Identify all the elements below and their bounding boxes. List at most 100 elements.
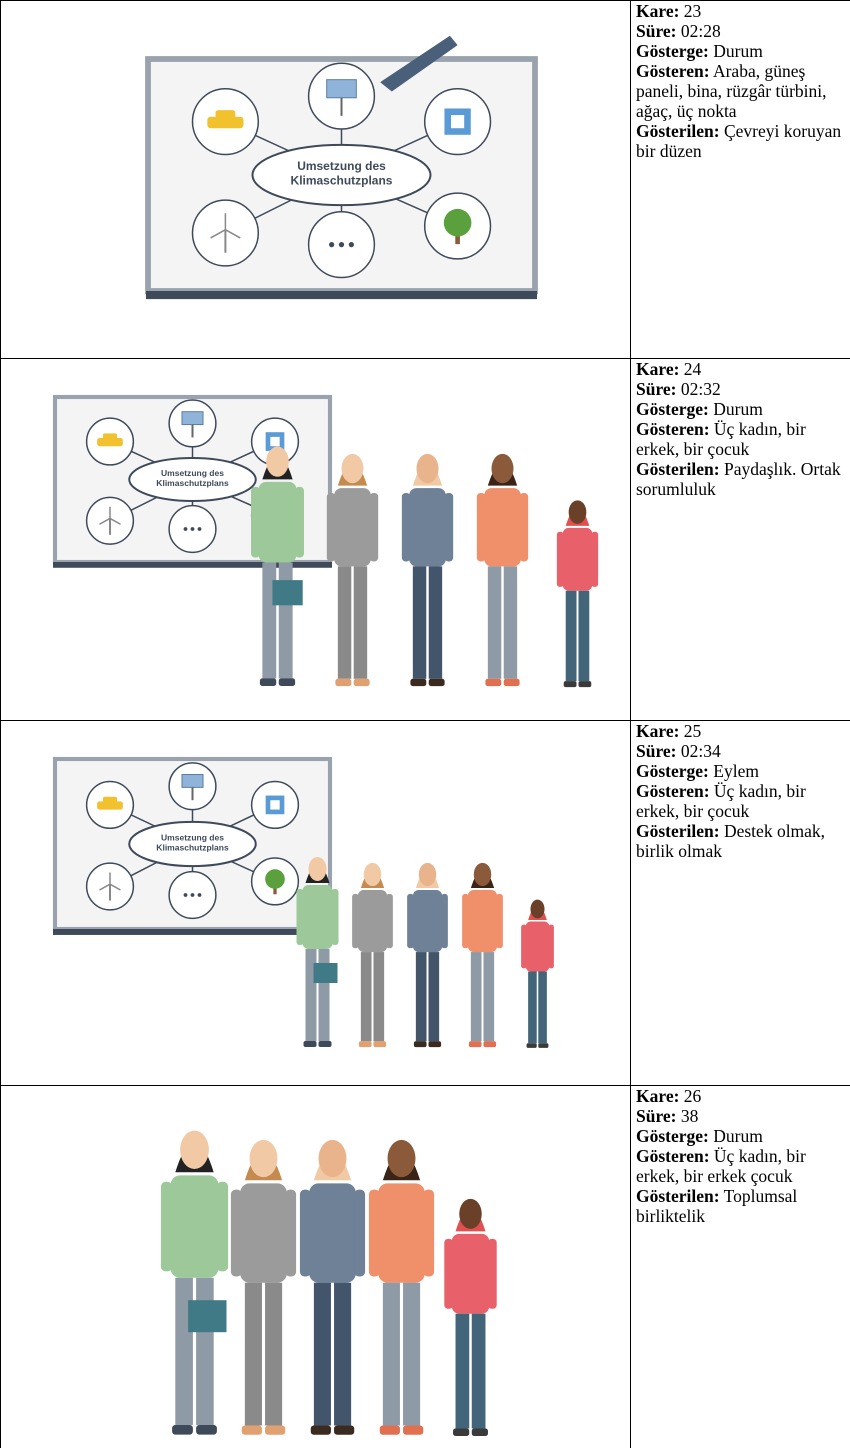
table-border [0, 0, 1, 1448]
field-label: Kare: [636, 359, 680, 379]
leg [318, 949, 330, 1041]
head [363, 862, 382, 887]
info-field: Gösterilen: Destek olmak, birlik olmak [636, 821, 848, 861]
shoe [503, 678, 520, 687]
info-field: Gösterge: Eylem [636, 761, 848, 781]
field-value: 26 [683, 1086, 702, 1106]
panel-icon [181, 411, 204, 426]
board-tray [53, 562, 332, 568]
board-label: Klimaschutzplans [291, 173, 393, 187]
field-value: 02:34 [680, 741, 721, 761]
leg [337, 566, 352, 679]
shoe [428, 1041, 442, 1048]
field-value: Üç kadın, bir erkek, bir çocuk [636, 419, 806, 459]
field-label: Gösteren: [636, 419, 710, 439]
field-label: Gösterilen: [636, 821, 720, 841]
leg [403, 1282, 421, 1426]
house-icon [451, 115, 465, 129]
arm [462, 893, 469, 949]
arm [444, 493, 454, 562]
arm [296, 889, 304, 945]
leg [503, 566, 518, 679]
table-row: Umsetzung des Klimaschutzplans Kare: 23 Sür… [0, 0, 850, 358]
briefcase [313, 963, 338, 983]
leg [244, 1282, 262, 1426]
shoe [410, 678, 427, 687]
arm [496, 893, 503, 949]
leg [175, 1277, 193, 1425]
field-value: Destek olmak, birlik olmak [636, 821, 826, 861]
arm [444, 1238, 454, 1309]
field-label: Gösteren: [636, 781, 710, 801]
center-ellipse [128, 457, 257, 502]
field-label: Gösterilen: [636, 121, 720, 141]
briefcase [272, 580, 303, 606]
leg [334, 1282, 352, 1426]
arm [369, 493, 379, 562]
info-field: Kare: 26 [636, 1086, 848, 1106]
column-divider [630, 0, 631, 1448]
center-ellipse [128, 820, 257, 868]
torso [525, 921, 550, 972]
leg [471, 1313, 486, 1429]
turbine-icon [99, 506, 121, 525]
tree-icon [265, 869, 285, 889]
torso [334, 488, 371, 567]
info-field: Kare: 23 [636, 1, 848, 21]
car-icon [102, 433, 118, 440]
leg [412, 566, 427, 679]
shoe [453, 1428, 470, 1437]
dot [190, 893, 195, 897]
dot [348, 241, 355, 248]
briefcase [188, 1300, 227, 1333]
shoe [428, 678, 445, 687]
frame-image [160, 1130, 497, 1437]
field-label: Gösterge: [636, 399, 709, 419]
info-field: Gösterilen: Toplumsal birliktelik [636, 1186, 848, 1226]
leg [305, 949, 317, 1041]
leg [538, 971, 547, 1044]
arm [216, 1181, 229, 1272]
field-value: Üç kadın, bir erkek, bir çocuk [636, 781, 806, 821]
leg [262, 562, 277, 679]
arm [285, 1189, 297, 1277]
arm [230, 1189, 242, 1277]
pen [380, 35, 458, 92]
shoe [526, 1043, 537, 1048]
field-value: Eylem [713, 761, 759, 781]
leg [487, 566, 502, 679]
torso [409, 488, 446, 567]
info-field: Süre: 38 [636, 1106, 848, 1126]
head [459, 1198, 482, 1229]
torso [412, 889, 443, 953]
head [530, 899, 545, 919]
arm [331, 889, 339, 945]
shoe [483, 1041, 497, 1048]
leg [470, 952, 482, 1042]
arm [591, 531, 599, 587]
frame-info: Kare: 24 Süre: 02:32 Gösterge: Durum Göster… [636, 359, 848, 499]
field-label: Gösterge: [636, 1126, 709, 1146]
arm [251, 486, 260, 558]
field-value: Çevreyi koruyan bir düzen [636, 121, 842, 161]
head [180, 1130, 209, 1169]
arm [487, 1238, 497, 1309]
dot [183, 893, 188, 897]
panel-icon [181, 774, 204, 788]
field-value: Araba, güneş paneli, bina, rüzgâr türbin… [636, 61, 827, 121]
field-value: 25 [683, 721, 702, 741]
table-row: Umsetzung des Klimaschutzplans Kare: 24 Sür… [0, 358, 850, 720]
arm [160, 1181, 173, 1272]
shoe [335, 678, 352, 687]
frame-info: Kare: 26 Süre: 38 Gösterge: Durum Gösteren:… [636, 1086, 848, 1226]
arm [476, 493, 486, 562]
info-field: Gösterge: Durum [636, 1126, 848, 1146]
info-field: Gösterge: Durum [636, 399, 848, 419]
shoe [471, 1428, 488, 1437]
car-icon [102, 796, 118, 803]
field-label: Kare: [636, 1, 680, 21]
arm [295, 486, 304, 558]
